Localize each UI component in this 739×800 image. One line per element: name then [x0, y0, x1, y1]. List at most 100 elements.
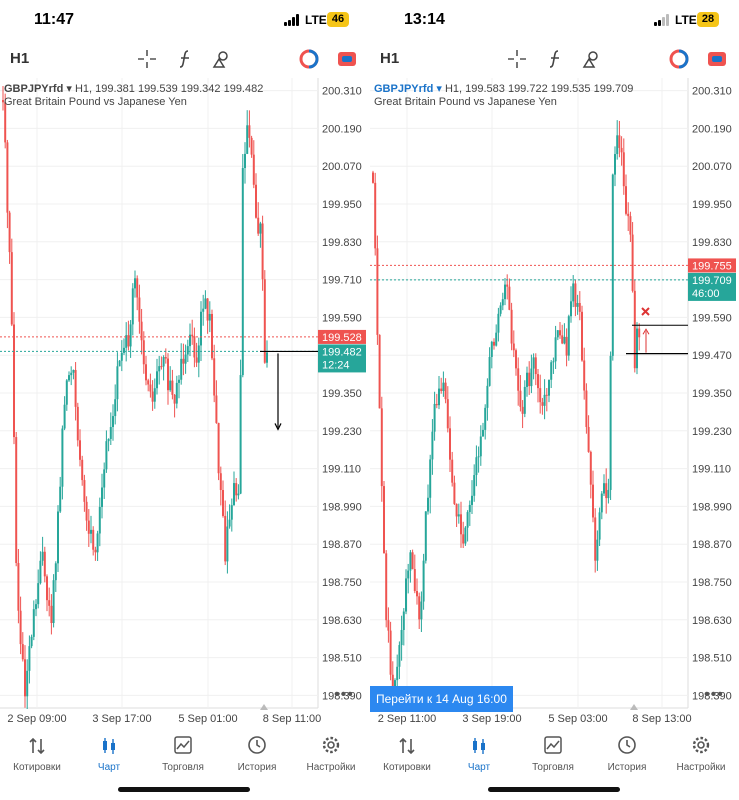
candle-body: [449, 428, 451, 460]
candle-body: [550, 362, 553, 380]
candle-body: [471, 495, 473, 505]
candle-body: [589, 451, 592, 485]
candle-body: [217, 422, 220, 474]
tab-label: Настройки: [676, 762, 726, 773]
price-tick-label: 198.870: [322, 539, 362, 551]
crosshair-icon[interactable]: [136, 48, 158, 70]
ask-price-label: 199.528: [322, 332, 362, 344]
candle-body: [422, 560, 425, 602]
candle-body: [420, 601, 423, 620]
candle-body: [409, 552, 412, 571]
tab-settings[interactable]: Настройки: [666, 734, 736, 773]
chat-icon[interactable]: [336, 48, 358, 70]
price-tick-label: 199.470: [692, 350, 732, 362]
function-icon[interactable]: [544, 48, 566, 70]
candle-body: [376, 248, 379, 335]
tab-history[interactable]: История: [592, 734, 662, 773]
candle-body: [180, 358, 183, 380]
close-order-icon: [641, 307, 650, 316]
chart-area[interactable]: 200.310 200.190 200.070 199.950 199.830 199.7…: [0, 78, 369, 730]
goto-date-button[interactable]: Перейти к 14 Aug 16:00: [370, 686, 513, 712]
candle-body: [464, 527, 467, 544]
symbol-dropdown-icon[interactable]: ▾: [436, 83, 442, 95]
symbol-name[interactable]: GBPJPYrfd: [374, 83, 434, 95]
tab-trade[interactable]: Торговля: [148, 734, 218, 773]
objects-icon[interactable]: [580, 48, 602, 70]
candle-body: [592, 484, 594, 518]
price-tick-label: 199.710: [322, 275, 362, 287]
tab-chart[interactable]: Чарт: [74, 734, 144, 773]
symbol-name[interactable]: GBPJPYrfd: [4, 83, 64, 95]
symbol-dropdown-icon[interactable]: ▾: [66, 83, 72, 95]
candle-body: [477, 456, 480, 458]
candle-body: [501, 299, 504, 306]
candle-body: [530, 368, 533, 387]
timeframe-button[interactable]: H1: [10, 50, 30, 67]
chat-icon[interactable]: [706, 48, 728, 70]
candle-body: [631, 234, 634, 291]
candle-body: [255, 184, 257, 218]
network-label: LTE: [675, 13, 697, 27]
crosshair-icon[interactable]: [506, 48, 528, 70]
battery-icon: 28: [697, 12, 719, 27]
candle-body: [552, 361, 555, 363]
candle-body: [499, 305, 502, 314]
candle-body: [94, 549, 97, 553]
candle-body: [556, 330, 559, 338]
candle-body: [446, 399, 449, 429]
candle-body: [230, 505, 233, 520]
tab-quotes[interactable]: Котировки: [2, 734, 72, 773]
price-tick-label: 199.230: [322, 426, 362, 438]
trade-circle-icon[interactable]: [668, 48, 690, 70]
candle-body: [383, 486, 385, 554]
price-tick-label: 198.390: [322, 690, 362, 702]
candle-body: [625, 186, 627, 214]
candle-body: [457, 514, 460, 517]
candle-body: [261, 223, 264, 280]
candle-body: [482, 429, 484, 437]
price-tick-label: 200.190: [322, 123, 362, 135]
price-tick-label: 199.590: [692, 312, 732, 324]
candle-body: [136, 278, 139, 298]
candle-body: [109, 426, 112, 439]
candle-body: [131, 288, 134, 325]
tab-history[interactable]: История: [222, 734, 292, 773]
price-tick-label: 199.350: [692, 388, 732, 400]
candle-body: [484, 407, 487, 430]
function-icon[interactable]: [174, 48, 196, 70]
symbol-header: GBPJPYrfd ▾ H1, 199.583 199.722 199.535 …: [374, 82, 633, 95]
candle-body: [72, 369, 75, 373]
tab-trade[interactable]: Торговля: [518, 734, 588, 773]
candle-body: [105, 441, 108, 470]
price-chart[interactable]: 200.310 200.190 200.070 199.950 199.830 199.7…: [370, 78, 739, 730]
candle-body: [226, 526, 229, 562]
candle-body: [30, 636, 33, 647]
symbol-header: GBPJPYrfd ▾ H1, 199.381 199.539 199.342 …: [4, 82, 263, 95]
objects-icon[interactable]: [210, 48, 232, 70]
candle-body: [600, 493, 603, 513]
timeframe-button[interactable]: H1: [380, 50, 400, 67]
tab-label: История: [237, 762, 277, 773]
candle-body: [10, 252, 13, 325]
candle-body: [92, 529, 95, 550]
price-chart[interactable]: 200.310 200.190 200.070 199.950 199.830 199.7…: [0, 78, 369, 730]
more-button[interactable]: •••: [334, 686, 354, 703]
price-tick-label: 198.630: [692, 615, 732, 627]
candle-body: [479, 436, 482, 457]
candle-body: [374, 182, 377, 249]
candle-body: [26, 670, 29, 697]
candle-body: [158, 366, 161, 372]
candle-body: [440, 388, 443, 391]
more-button[interactable]: •••: [704, 686, 724, 703]
tab-quotes[interactable]: Котировки: [372, 734, 442, 773]
trade-circle-icon[interactable]: [298, 48, 320, 70]
candle-body: [19, 610, 22, 645]
candle-body: [235, 483, 238, 496]
price-tick-label: 198.990: [692, 501, 732, 513]
candle-body: [145, 364, 147, 381]
chart-area[interactable]: 200.310 200.190 200.070 199.950 199.830 199.7…: [370, 78, 739, 730]
candle-body: [204, 298, 207, 309]
tab-chart[interactable]: Чарт: [444, 734, 514, 773]
candle-body: [224, 515, 227, 562]
tab-settings[interactable]: Настройки: [296, 734, 366, 773]
